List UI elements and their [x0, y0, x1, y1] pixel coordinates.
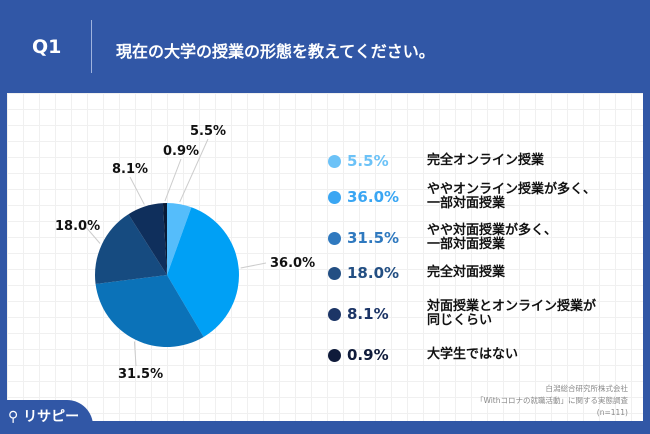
legend-label-line1: 完全オンライン授業	[427, 153, 545, 168]
question-number: Q1	[32, 36, 62, 58]
legend-label: 完全オンライン授業	[427, 154, 627, 168]
legend-item: 36.0% ややオンライン授業が多く、 一部対面授業	[328, 183, 627, 211]
legend-item: 18.0% 完全対面授業	[328, 264, 627, 282]
legend-label-line2: 一部対面授業	[427, 196, 506, 211]
legend-dot-icon	[328, 307, 341, 321]
legend-label-line1: 大学生ではない	[427, 347, 519, 362]
source-note: 白潟総合研究所株式会社 「Withコロナの就職活動」に関する実態調査 (n=11…	[476, 383, 628, 419]
data-label: 31.5%	[118, 367, 163, 382]
legend-label: 完全対面授業	[427, 266, 627, 280]
pie-slice	[95, 275, 204, 347]
pie-slice	[128, 203, 167, 275]
pie-slice	[167, 207, 239, 337]
divider	[91, 20, 92, 73]
leader-line	[133, 341, 137, 367]
legend-item: 31.5% やや対面授業が多く、 一部対面授業	[328, 224, 627, 252]
source-company: 白潟総合研究所株式会社	[545, 384, 629, 393]
legend-label-line2: 同じくらい	[427, 313, 493, 328]
legend-percent: 5.5%	[347, 152, 389, 170]
pie-slice	[162, 203, 167, 275]
leader-line	[240, 262, 267, 269]
legend-label-line1: ややオンライン授業が多く、	[427, 182, 597, 197]
legend-label: 大学生ではない	[427, 348, 627, 362]
legend-label: やや対面授業が多く、 一部対面授業	[427, 224, 627, 252]
data-label: 0.9%	[163, 144, 199, 159]
legend-dot-icon	[328, 154, 341, 168]
legend-label: ややオンライン授業が多く、 一部対面授業	[427, 183, 627, 211]
leader-line	[164, 158, 182, 202]
legend-dot-icon	[328, 266, 341, 280]
legend-dot-icon	[328, 231, 341, 245]
pie-slice	[167, 203, 192, 275]
data-label: 8.1%	[112, 162, 148, 177]
data-label: 36.0%	[270, 256, 315, 271]
legend-label-line1: 完全対面授業	[427, 265, 506, 280]
legend-dot-icon	[328, 190, 341, 204]
pin-icon: ⚲	[8, 409, 19, 425]
logo: ⚲ リサピー	[0, 400, 93, 434]
legend-percent: 36.0%	[347, 188, 400, 206]
legend-percent: 0.9%	[347, 346, 389, 364]
data-label: 18.0%	[55, 219, 100, 234]
legend-dot-icon	[328, 348, 341, 362]
leader-line	[84, 225, 101, 244]
legend-percent: 8.1%	[347, 305, 389, 323]
source-sample: (n=111)	[596, 408, 628, 417]
legend-label-line1: やや対面授業が多く、	[427, 223, 558, 238]
legend-percent: 18.0%	[347, 264, 400, 282]
leader-line	[129, 176, 145, 205]
legend-item: 5.5% 完全オンライン授業	[328, 152, 627, 170]
legend-item: 0.9% 大学生ではない	[328, 346, 627, 364]
legend-percent: 31.5%	[347, 229, 400, 247]
pie-slice	[95, 214, 167, 285]
legend-label-line1: 対面授業とオンライン授業が	[427, 299, 597, 314]
legend-label: 対面授業とオンライン授業が 同じくらい	[427, 300, 627, 328]
leader-line	[179, 138, 209, 203]
source-survey: 「Withコロナの就職活動」に関する実態調査	[475, 396, 628, 405]
data-label: 5.5%	[190, 124, 226, 139]
legend-label-line2: 一部対面授業	[427, 237, 506, 252]
logo-text: リサピー	[23, 409, 80, 425]
legend-item: 8.1% 対面授業とオンライン授業が 同じくらい	[328, 300, 627, 328]
question-title: 現在の大学の授業の形態を教えてください。	[116, 42, 435, 61]
